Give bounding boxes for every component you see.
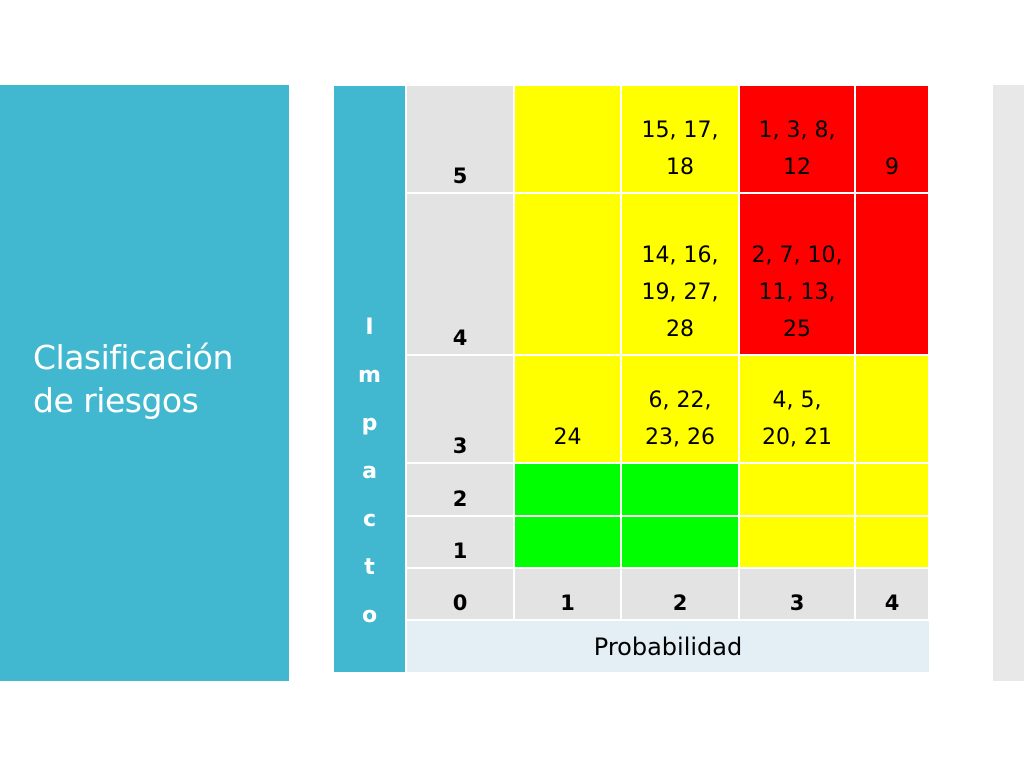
risk-cell	[740, 464, 856, 517]
impact-row-label-cell: 4	[407, 194, 515, 356]
impact-letter: t	[364, 555, 375, 580]
impact-letter: p	[361, 411, 378, 436]
risk-cell	[856, 517, 930, 569]
risk-ids: 4, 5, 20, 21	[762, 388, 832, 450]
risk-cell	[740, 517, 856, 569]
risk-ids: 9	[885, 155, 899, 180]
risk-cell: 6, 22, 23, 26	[622, 356, 740, 464]
impact-axis-label: I m p a c t o	[334, 86, 405, 672]
risk-cell: 9	[856, 86, 930, 194]
probability-col-label: 2	[672, 591, 688, 615]
risk-cell	[856, 464, 930, 517]
probability-col-label-cell: 0	[407, 569, 515, 621]
risk-cell	[515, 464, 622, 517]
impact-row-label: 5	[452, 164, 468, 188]
risk-cell: 14, 16, 19, 27, 28	[622, 194, 740, 356]
risk-ids: 15, 17, 18	[641, 118, 719, 180]
impact-row-label-cell: 3	[407, 356, 515, 464]
risk-ids: 14, 16, 19, 27, 28	[641, 243, 719, 342]
probability-col-label: 4	[884, 591, 900, 615]
right-edge-strip	[993, 85, 1024, 681]
risk-ids: 6, 22, 23, 26	[645, 388, 715, 450]
risk-cell	[856, 194, 930, 356]
probability-axis-label-cell: Probabilidad	[407, 621, 929, 672]
risk-cell: 1, 3, 8, 12	[740, 86, 856, 194]
risk-cell: 4, 5, 20, 21	[740, 356, 856, 464]
probability-col-label-cell: 3	[740, 569, 856, 621]
probability-col-label-cell: 4	[856, 569, 930, 621]
risk-ids: 1, 3, 8, 12	[758, 118, 836, 180]
risk-cell	[515, 194, 622, 356]
impact-letter: I	[365, 315, 374, 340]
impact-letter: c	[362, 507, 377, 532]
probability-col-label-cell: 2	[622, 569, 740, 621]
title-panel	[0, 85, 289, 681]
risk-cell	[622, 464, 740, 517]
risk-cell	[622, 517, 740, 569]
impact-letter: o	[361, 603, 378, 628]
risk-ids: 24	[553, 425, 582, 450]
probability-axis-label: Probabilidad	[593, 633, 743, 661]
slide-title: Clasificación de riesgos	[33, 338, 233, 420]
probability-col-label-cell: 1	[515, 569, 622, 621]
probability-col-label: 3	[789, 591, 805, 615]
probability-col-label: 1	[560, 591, 575, 615]
impact-row-label: 1	[452, 539, 468, 563]
impact-letter: a	[362, 459, 377, 484]
risk-ids: 2, 7, 10, 11, 13, 25	[751, 243, 843, 342]
impact-row-label: 3	[452, 434, 468, 458]
impact-row-label-cell: 2	[407, 464, 515, 517]
impact-row-label-cell: 5	[407, 86, 515, 194]
risk-cell: 15, 17, 18	[622, 86, 740, 194]
risk-cell	[515, 517, 622, 569]
risk-cell: 2, 7, 10, 11, 13, 25	[740, 194, 856, 356]
impact-row-label: 2	[452, 487, 468, 511]
impact-letter: m	[358, 363, 381, 388]
impact-row-label-cell: 1	[407, 517, 515, 569]
risk-cell	[856, 356, 930, 464]
risk-cell: 24	[515, 356, 622, 464]
probability-col-label: 0	[452, 591, 468, 615]
impact-row-label: 4	[452, 326, 468, 350]
risk-cell	[515, 86, 622, 194]
